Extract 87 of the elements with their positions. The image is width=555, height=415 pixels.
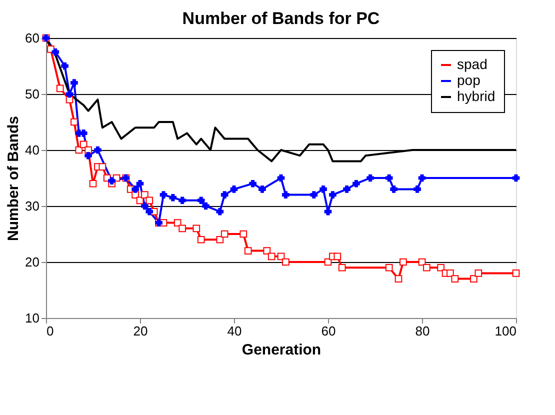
point <box>192 224 200 232</box>
point <box>263 247 271 254</box>
point <box>61 62 68 70</box>
point <box>282 191 290 198</box>
y-tick-label: 20 <box>25 254 40 270</box>
point <box>197 196 205 204</box>
legend-label: pop <box>457 72 481 88</box>
point <box>512 270 520 277</box>
point <box>70 118 78 126</box>
point <box>334 252 342 260</box>
point <box>75 146 83 154</box>
point <box>512 174 520 182</box>
point <box>178 224 186 232</box>
y-tick-label: 40 <box>25 142 40 158</box>
point <box>80 130 88 137</box>
point <box>94 146 102 154</box>
point <box>216 236 224 244</box>
y-axis-title: Number of Bands <box>5 116 22 242</box>
point <box>169 194 177 202</box>
x-axis-title: Generation <box>242 342 322 358</box>
x-tick-label: 80 <box>415 324 430 338</box>
x-tick-label: 20 <box>133 324 148 338</box>
point <box>220 191 228 198</box>
chart-title: Number of Bands for PC <box>182 9 380 28</box>
point <box>400 258 407 266</box>
point <box>343 186 350 193</box>
x-tick-label: 40 <box>227 324 242 338</box>
point <box>385 174 393 182</box>
point <box>352 180 360 188</box>
point <box>146 196 154 204</box>
legend-label: spad <box>457 56 488 72</box>
point <box>174 219 182 226</box>
point <box>451 275 459 282</box>
point <box>418 174 426 182</box>
point <box>84 146 92 154</box>
point <box>249 180 256 188</box>
x-tick-label: 60 <box>321 324 336 338</box>
point <box>52 48 60 56</box>
point <box>320 186 327 193</box>
point <box>197 236 205 244</box>
y-tick-label: 30 <box>25 198 40 214</box>
x-tick-label: 0 <box>46 324 54 338</box>
point <box>108 177 116 184</box>
point <box>423 264 430 272</box>
point <box>84 152 92 160</box>
point <box>141 202 148 210</box>
point <box>178 196 186 204</box>
point <box>70 79 78 86</box>
point <box>268 252 276 260</box>
point <box>310 191 318 198</box>
point <box>220 230 228 238</box>
point <box>141 191 148 198</box>
point <box>385 264 393 272</box>
point <box>240 230 248 238</box>
point <box>160 191 168 198</box>
y-tick-label: 50 <box>25 86 40 102</box>
point <box>98 163 106 170</box>
y-tick-label: 10 <box>25 310 40 326</box>
point <box>394 275 402 282</box>
point <box>470 275 478 282</box>
point <box>132 186 139 193</box>
point <box>136 180 144 188</box>
point <box>277 252 285 260</box>
point <box>230 186 238 193</box>
x-tick-label: 100 <box>494 324 516 338</box>
point <box>437 264 444 272</box>
point <box>338 264 346 272</box>
point <box>474 270 482 277</box>
point <box>282 258 290 266</box>
point <box>216 208 224 216</box>
point <box>258 186 266 193</box>
point <box>324 208 332 216</box>
point <box>329 191 336 198</box>
point <box>202 202 210 210</box>
point <box>80 140 88 148</box>
point <box>277 174 285 182</box>
point <box>89 180 97 188</box>
point <box>66 90 74 98</box>
point <box>56 84 64 92</box>
point <box>446 270 454 277</box>
y-tick-label: 60 <box>25 30 40 46</box>
legend-label: hybrid <box>457 88 496 104</box>
point <box>146 208 154 216</box>
point <box>366 174 374 182</box>
point <box>390 186 398 193</box>
point <box>244 247 252 254</box>
point <box>414 186 421 193</box>
